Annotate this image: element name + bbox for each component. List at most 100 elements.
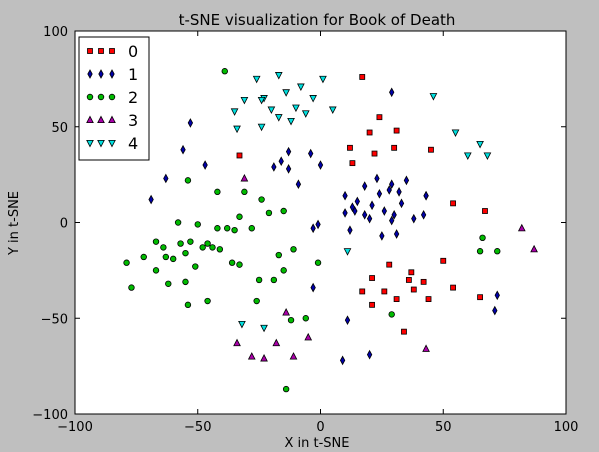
data-point [405,277,412,283]
data-point [477,294,483,301]
chart-title: t-SNE visualization for Book of Death [179,11,456,29]
data-point [317,160,324,170]
data-point [362,210,368,220]
data-point [252,75,261,84]
data-point [194,221,201,228]
data-point [184,301,192,309]
data-point [282,89,290,97]
data-point [224,225,231,232]
data-point [352,206,358,216]
data-points [123,68,538,393]
legend-marker [109,69,115,79]
data-point [174,219,182,226]
data-point [199,244,206,251]
data-point [349,160,356,167]
data-point [280,267,287,274]
data-point [403,175,410,186]
data-point [182,278,189,286]
data-point [315,219,321,230]
data-point [274,72,283,80]
y-tick-label: 0 [60,217,68,232]
data-point [182,249,189,257]
data-point [408,269,415,276]
legend-marker [98,69,104,79]
data-point [152,267,160,274]
data-point [187,238,194,245]
data-point [310,223,316,234]
data-point [440,257,447,264]
data-point [253,297,260,305]
data-point [128,284,135,291]
data-point [289,352,298,360]
data-point [292,104,300,113]
data-point [202,160,208,170]
y-tick-label: −50 [41,312,68,327]
legend-item: 3 [86,111,138,130]
legend-marker [97,139,105,148]
data-point [282,385,290,393]
data-point [342,208,348,218]
data-point [310,282,316,293]
data-point [236,213,243,220]
data-point [230,108,239,116]
data-point [204,297,211,305]
data-point [420,210,427,220]
data-point [258,196,265,203]
data-point [393,229,400,239]
data-point [309,95,317,103]
data-point [494,290,500,301]
data-point [388,311,395,318]
data-point [371,150,378,157]
data-point [342,190,348,201]
data-point [389,179,395,190]
data-point [163,173,169,184]
legend-label: 3 [128,111,138,130]
data-point [410,286,417,293]
legend-marker [109,48,115,54]
legend-marker [87,48,93,54]
data-point [257,96,266,105]
data-point [494,248,501,255]
data-point [366,129,373,136]
data-point [278,156,284,167]
data-point [187,118,194,128]
data-point [257,123,266,132]
legend-marker [97,115,105,123]
x-tick-label: −100 [57,420,93,435]
data-point [381,206,387,216]
data-point [287,316,295,324]
data-point [285,164,292,174]
data-point [479,234,486,242]
data-point [214,188,221,196]
series-3 [233,173,538,362]
y-tick-label: 50 [51,121,68,136]
data-point [302,315,309,322]
legend-label: 0 [128,42,138,61]
data-point [450,200,456,207]
data-point [272,338,281,347]
data-point [247,352,256,360]
data-point [214,225,221,232]
data-point [376,188,383,199]
data-point [169,255,177,263]
data-point [240,96,249,105]
data-point [236,261,243,268]
legend-item: 4 [86,134,138,153]
data-point [429,93,438,101]
data-point [319,75,327,84]
data-point [411,213,417,224]
data-point [463,152,472,160]
data-point [275,251,282,259]
data-point [221,68,228,75]
data-point [231,226,238,234]
data-point [393,296,400,303]
x-axis-label: X in t-SNE [285,436,350,451]
legend-marker [87,69,93,79]
data-point [425,296,432,303]
data-point [386,261,393,268]
data-point [301,110,310,118]
data-point [248,225,255,232]
data-point [328,106,337,114]
data-point [359,288,366,295]
